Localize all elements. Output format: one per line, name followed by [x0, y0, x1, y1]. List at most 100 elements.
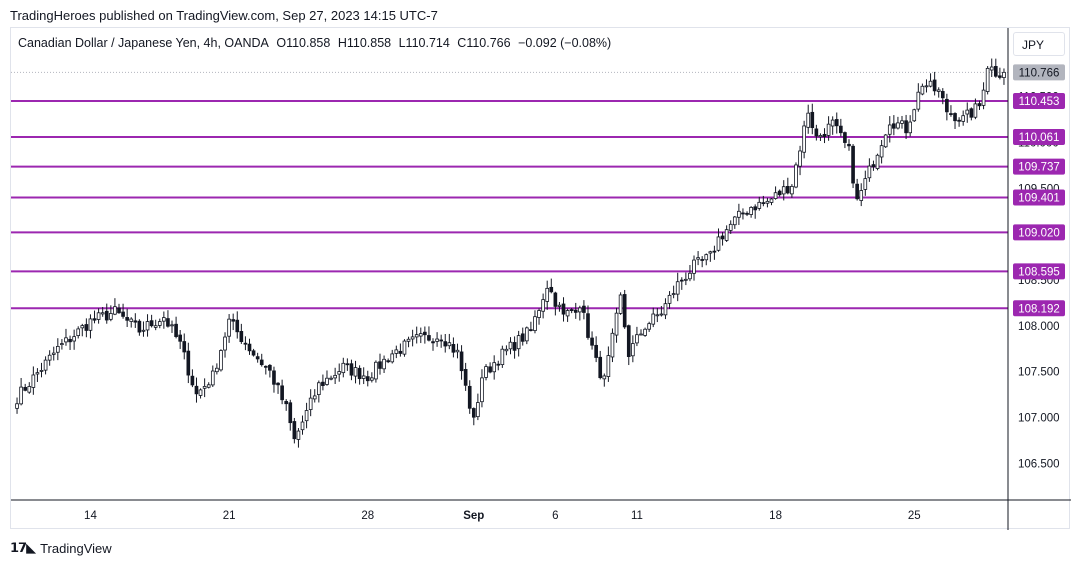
candle-body [851, 145, 855, 184]
candle-body [402, 340, 407, 355]
candle-body [492, 362, 497, 373]
candle-body [790, 185, 794, 195]
candle-body [251, 350, 256, 356]
candle-body [47, 354, 52, 361]
candle-body [635, 334, 639, 344]
horizontal-levels [11, 71, 1008, 310]
candle-body [663, 303, 668, 316]
candle-body [55, 346, 60, 353]
candle-body [839, 125, 843, 134]
candle-body [19, 386, 23, 405]
candle-body [769, 198, 774, 203]
candle-body [194, 385, 199, 395]
candle-body [263, 365, 268, 368]
candle-body [569, 309, 574, 312]
candle-body [394, 349, 399, 354]
candle-body [830, 119, 835, 127]
candle-body [243, 342, 248, 345]
candle-body [149, 320, 154, 327]
candle-body [386, 360, 390, 363]
candle-body [602, 375, 607, 380]
candle-body [337, 371, 342, 375]
candle-body [288, 402, 293, 424]
candle-body [822, 133, 827, 137]
candle-body [325, 377, 329, 385]
candle-body [88, 318, 93, 331]
candle-body [259, 359, 264, 366]
candle-body [231, 319, 236, 322]
level-label: 110.453 [1019, 96, 1060, 108]
currency-button[interactable]: JPY [1013, 32, 1065, 56]
candle-body [704, 254, 709, 261]
candle-body [137, 320, 142, 333]
candle-body [15, 403, 19, 409]
candle-body [651, 313, 656, 325]
candle-body [883, 134, 888, 148]
candle-body [459, 351, 464, 372]
candle-body [847, 143, 851, 147]
candle-body [896, 122, 900, 129]
low-value: L110.714 [398, 36, 450, 50]
candle-body [590, 337, 594, 346]
candle-body [508, 341, 513, 350]
candle-body [410, 336, 415, 340]
candle-body [855, 183, 859, 200]
level-label: 108.192 [1018, 303, 1060, 315]
candle-body [920, 85, 925, 95]
candle-body [594, 344, 598, 358]
candle-body [117, 307, 121, 314]
candle-body [272, 370, 276, 385]
candle-body [655, 314, 660, 317]
y-tick-label: 107.500 [1018, 367, 1060, 379]
candle-body [516, 335, 521, 350]
candle-body [304, 410, 309, 422]
candle-body [957, 119, 961, 122]
candle-body [777, 190, 782, 196]
candle-body [977, 103, 982, 107]
candle-body [924, 85, 929, 88]
candle-body [728, 223, 733, 231]
candle-body [370, 377, 374, 381]
y-tick-label: 106.500 [1018, 458, 1060, 470]
candle-body [198, 389, 203, 396]
chart-panel[interactable]: 106.500107.000107.500108.000108.500109.0… [10, 27, 1071, 530]
candle-body [582, 305, 586, 313]
candle-body [810, 111, 815, 129]
candle-body [423, 331, 427, 336]
candle-body [565, 310, 570, 317]
candle-body [606, 355, 611, 377]
candle-body [675, 281, 680, 295]
candle-body [64, 337, 68, 343]
x-tick-label: 11 [631, 510, 643, 522]
candle-body [435, 338, 439, 342]
published-by: TradingHeroes published on TradingView.c… [10, 8, 438, 23]
candlestick-chart[interactable]: 106.500107.000107.500108.000108.500109.0… [11, 28, 1071, 530]
candle-body [439, 339, 443, 342]
x-tick-label: Sep [463, 510, 484, 522]
candle-body [667, 294, 672, 304]
candle-body [239, 331, 244, 343]
candle-body [671, 293, 676, 296]
candle-body [524, 327, 529, 342]
tradingview-brand: 𝟭𝟳◣ TradingView [10, 540, 112, 556]
candle-body [802, 125, 806, 153]
candle-body [916, 91, 921, 110]
change-value: −0.092 (−0.08%) [518, 36, 612, 50]
candle-body [936, 89, 941, 92]
candles [15, 58, 1006, 448]
symbol-legend: Canadian Dollar / Japanese Yen, 4h, OAND… [18, 36, 615, 50]
axes: 106.500107.000107.500108.000108.500109.0… [11, 28, 1071, 530]
candle-body [80, 325, 85, 329]
candle-body [443, 341, 448, 347]
candle-body [989, 66, 994, 71]
candle-body [178, 334, 182, 342]
candle-body [879, 145, 884, 158]
candle-body [626, 325, 631, 357]
candle-body [598, 356, 603, 379]
tradingview-logo-icon: 𝟭𝟳◣ [10, 540, 36, 555]
candle-body [141, 329, 146, 332]
candle-body [96, 312, 101, 320]
candle-body [321, 381, 325, 386]
candle-body [843, 132, 847, 143]
candle-body [745, 212, 749, 215]
